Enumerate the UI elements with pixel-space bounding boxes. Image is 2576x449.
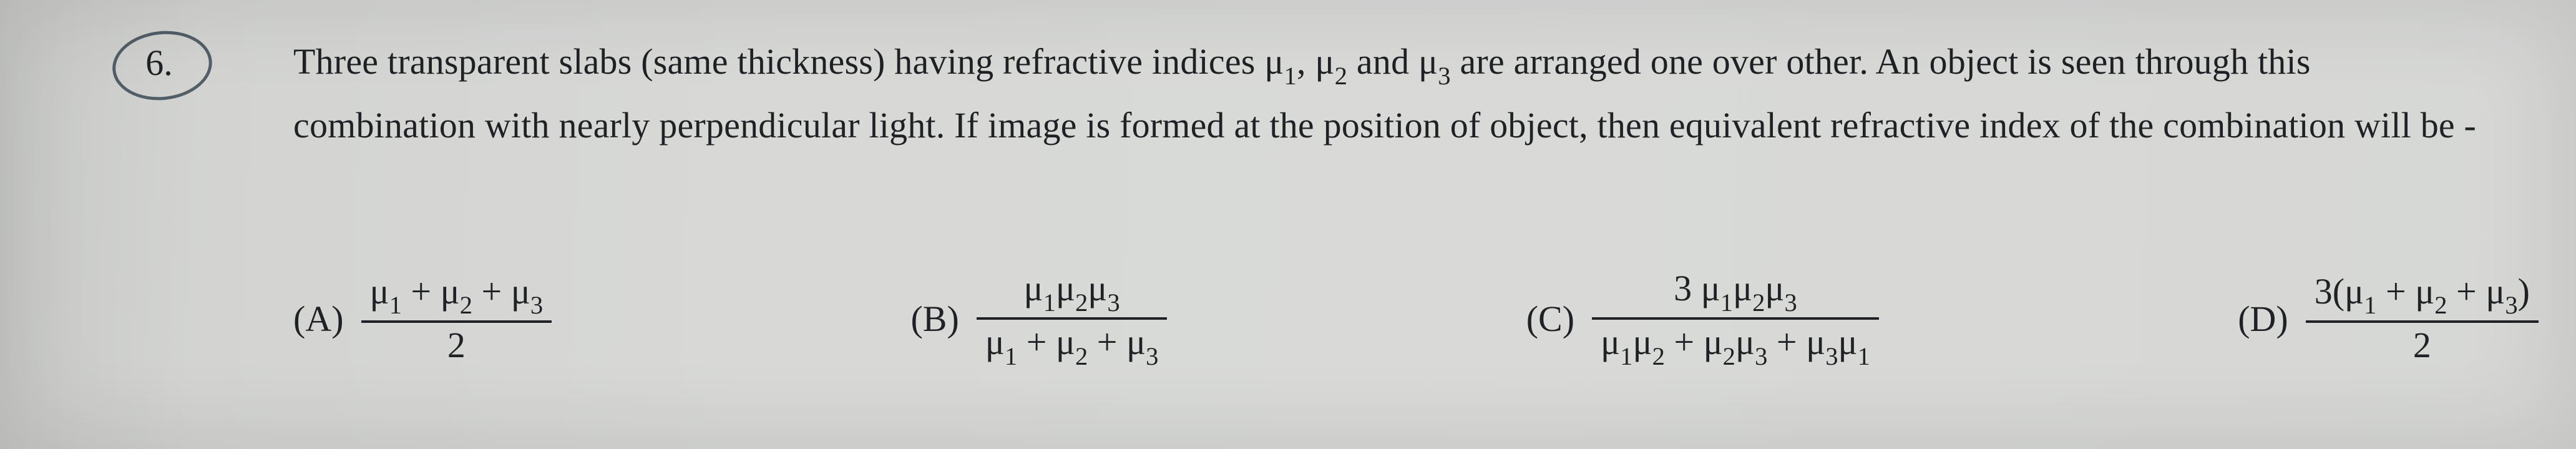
choice-D: (D) 3(μ1 + μ2 + μ3) 2 <box>2238 272 2539 366</box>
question-number-badge: 6. <box>112 31 212 100</box>
fraction-denominator: 2 <box>2404 325 2440 366</box>
fraction-numerator: μ1μ2μ3 <box>1015 269 1128 315</box>
choice-label: (A) <box>293 298 344 340</box>
choice-row: (A) μ1 + μ2 + μ3 2 (B) μ1μ2μ3 μ1 + μ2 + … <box>293 269 2539 368</box>
fraction: μ1μ2μ3 μ1 + μ2 + μ3 <box>977 269 1168 368</box>
choice-B: (B) μ1μ2μ3 μ1 + μ2 + μ3 <box>910 269 1167 368</box>
fraction-numerator: 3 μ1μ2μ3 <box>1665 269 1806 315</box>
choice-A: (A) μ1 + μ2 + μ3 2 <box>293 272 552 366</box>
fraction: 3 μ1μ2μ3 μ1μ2 + μ2μ3 + μ3μ1 <box>1592 269 1879 368</box>
fraction-numerator: 3(μ1 + μ2 + μ3) <box>2306 272 2539 318</box>
fraction-denominator: 2 <box>439 325 474 366</box>
choice-label: (C) <box>1526 298 1574 340</box>
fraction-bar <box>361 320 552 323</box>
fraction-denominator: μ1 + μ2 + μ3 <box>977 322 1168 368</box>
choice-label: (B) <box>910 298 959 340</box>
fraction: μ1 + μ2 + μ3 2 <box>361 272 552 366</box>
fraction-numerator: μ1 + μ2 + μ3 <box>361 272 552 318</box>
fraction-bar <box>2306 320 2539 323</box>
fraction-bar <box>977 317 1168 320</box>
fraction-denominator: μ1μ2 + μ2μ3 + μ3μ1 <box>1592 322 1879 368</box>
fraction-bar <box>1592 317 1879 320</box>
choice-label: (D) <box>2238 298 2288 340</box>
fraction: 3(μ1 + μ2 + μ3) 2 <box>2306 272 2539 366</box>
question-number: 6. <box>112 31 206 94</box>
choice-C: (C) 3 μ1μ2μ3 μ1μ2 + μ2μ3 + μ3μ1 <box>1526 269 1879 368</box>
question-stem: Three transparent slabs (same thickness)… <box>293 31 2501 155</box>
